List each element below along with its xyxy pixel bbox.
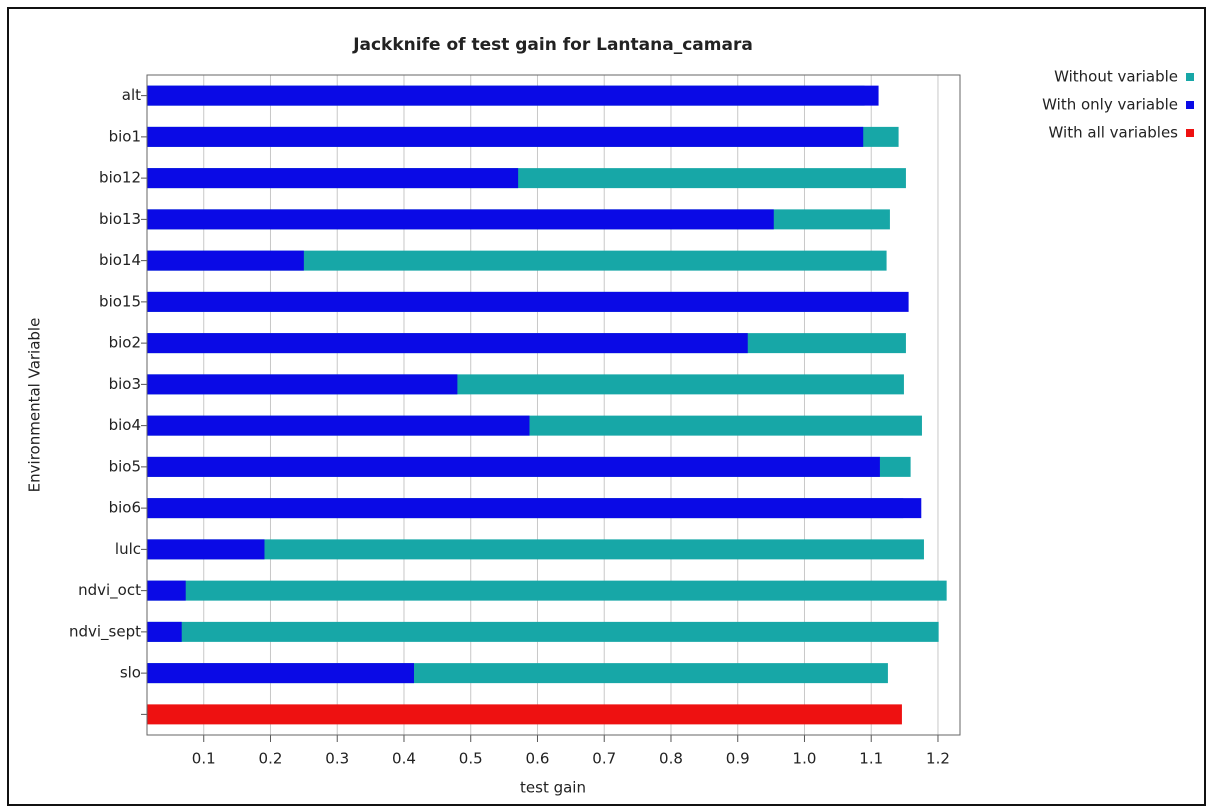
- y-tick-label: bio2: [109, 334, 141, 352]
- x-tick-label: 0.8: [659, 750, 683, 768]
- chart-title: Jackknife of test gain for Lantana_camar…: [352, 35, 753, 55]
- bar: [147, 456, 880, 477]
- y-tick-label: bio5: [109, 457, 141, 475]
- x-tick-label: 0.7: [592, 750, 616, 768]
- y-tick-label: bio12: [99, 169, 141, 187]
- bar: [147, 621, 182, 642]
- legend-swatch: [1186, 129, 1194, 137]
- legend-label: With all variables: [1049, 124, 1179, 142]
- y-tick-label: bio6: [109, 499, 141, 517]
- y-tick-label: alt: [122, 86, 141, 104]
- bar: [147, 498, 922, 519]
- x-tick-label: 1.2: [926, 750, 950, 768]
- legend-label: With only variable: [1042, 96, 1178, 114]
- x-tick-label: 0.5: [459, 750, 483, 768]
- bar: [147, 539, 265, 560]
- y-tick-label: bio4: [109, 416, 141, 434]
- bar: [147, 209, 774, 230]
- y-axis-label: Environmental Variable: [26, 318, 44, 493]
- y-tick-label: bio14: [99, 251, 141, 269]
- plot-border: [146, 74, 961, 736]
- y-tick-label: bio3: [109, 375, 141, 393]
- bar: [147, 374, 458, 395]
- y-tick-label: ndvi_oct: [78, 581, 141, 600]
- bar: [147, 250, 887, 271]
- y-tick-label: lulc: [115, 540, 141, 558]
- bar: [147, 621, 939, 642]
- bar: [147, 168, 519, 189]
- x-tick-label: 1.0: [793, 750, 817, 768]
- bar: [147, 333, 748, 354]
- bar: [147, 580, 947, 601]
- bar: [147, 415, 530, 436]
- y-tick-label: slo: [120, 664, 141, 682]
- x-tick-label: 0.3: [325, 750, 349, 768]
- x-tick-label: 0.4: [392, 750, 416, 768]
- bar: [147, 580, 186, 601]
- x-tick-label: 0.6: [526, 750, 550, 768]
- bar: [147, 126, 864, 147]
- y-tick-label: bio13: [99, 210, 141, 228]
- bar: [147, 250, 304, 271]
- y-tick-label: bio15: [99, 292, 141, 310]
- x-tick-label: 1.1: [859, 750, 883, 768]
- x-tick-label: 0.9: [726, 750, 750, 768]
- legend-label: Without variable: [1054, 68, 1178, 86]
- legend-swatch: [1186, 101, 1194, 109]
- x-tick-label: 0.1: [192, 750, 216, 768]
- bar: [147, 704, 902, 725]
- bar: [147, 85, 879, 106]
- legend-swatch: [1186, 73, 1194, 81]
- bar: [147, 291, 909, 312]
- y-tick-label: bio1: [109, 127, 141, 145]
- bar: [147, 663, 414, 684]
- x-tick-label: 0.2: [259, 750, 283, 768]
- x-axis-label: test gain: [520, 779, 586, 797]
- bar: [147, 539, 924, 560]
- y-tick-label: ndvi_sept: [69, 622, 141, 641]
